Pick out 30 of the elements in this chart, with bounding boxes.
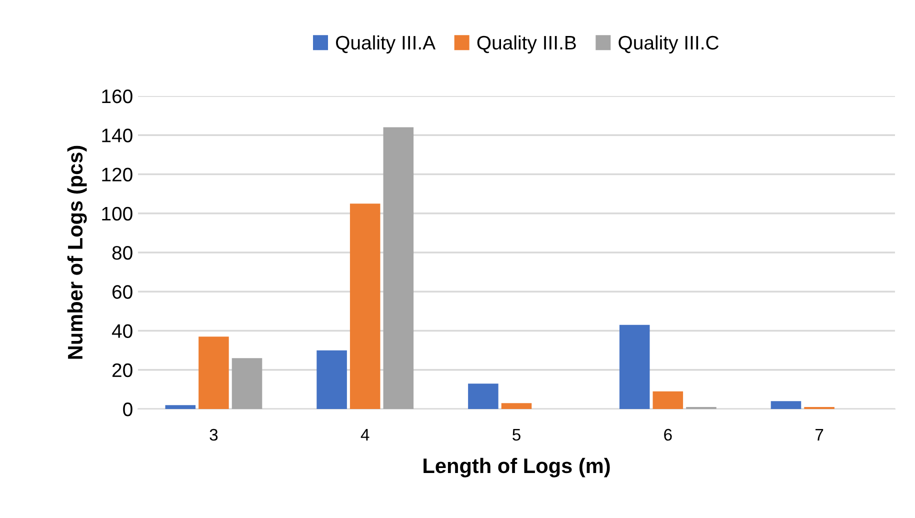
x-tick-label: 7	[816, 429, 824, 441]
legend-label: Quality III.A	[336, 35, 436, 54]
x-tick-label: 4	[360, 429, 370, 441]
bar	[198, 336, 229, 409]
legend-label: Quality III.B	[477, 35, 576, 54]
y-axis-title: Number of Logs (pcs)	[67, 146, 87, 359]
bar	[501, 403, 532, 409]
bar	[468, 384, 498, 409]
bar	[165, 405, 196, 409]
y-tick-label: 20	[112, 363, 132, 378]
x-tick-label: 6	[664, 428, 672, 441]
y-tick-label: 120	[102, 168, 132, 182]
y-tick-label: 0	[123, 402, 132, 416]
y-tick-label: 100	[102, 206, 132, 221]
x-axis-title: Length of Logs (m)	[424, 458, 610, 478]
y-tick-label: 80	[112, 246, 132, 260]
bar	[770, 401, 802, 409]
bar	[232, 358, 262, 409]
y-tick-label: 140	[102, 128, 132, 142]
bar	[383, 127, 414, 409]
bar	[652, 391, 684, 409]
bar	[619, 324, 650, 409]
legend-label: Quality III.C	[618, 35, 719, 54]
y-tick-label: 60	[112, 285, 132, 299]
x-tick-label: 3	[210, 428, 218, 441]
bar	[316, 350, 347, 409]
y-tick-label: 160	[102, 89, 132, 104]
y-tick-label: 40	[112, 324, 132, 338]
bar	[350, 204, 380, 409]
x-tick-label: 5	[512, 429, 520, 441]
